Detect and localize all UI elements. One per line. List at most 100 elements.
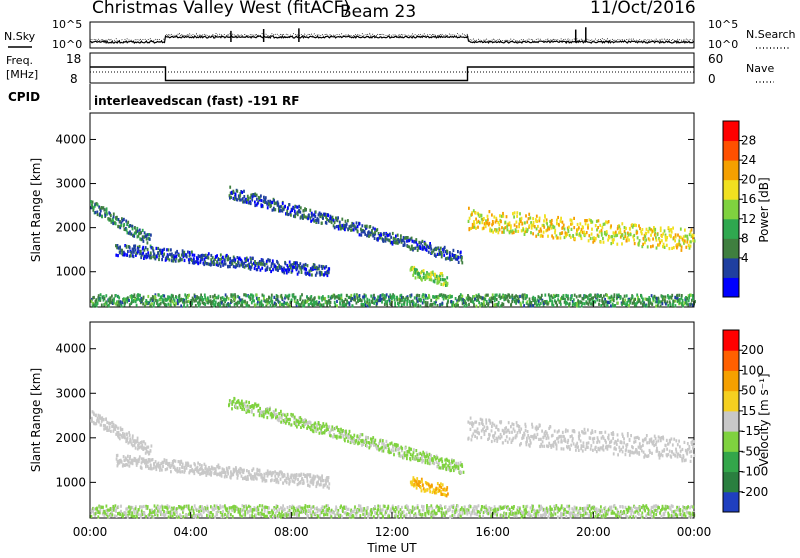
scatter-cell — [97, 515, 99, 518]
scatter-cell — [220, 265, 222, 268]
scatter-cell — [256, 294, 258, 297]
scatter-cell — [216, 261, 218, 264]
scatter-cell — [418, 241, 420, 244]
scatter-cell — [411, 294, 413, 297]
scatter-cell — [461, 261, 463, 264]
scatter-cell — [138, 248, 140, 251]
scatter-cell — [246, 301, 248, 304]
scatter-cell — [414, 296, 416, 299]
scatter-cell — [129, 465, 131, 468]
scatter-cell — [392, 232, 394, 235]
scatter-cell — [492, 222, 494, 225]
scatter-cell — [232, 262, 234, 265]
scatter-cell — [647, 245, 649, 248]
scatter-cell — [145, 299, 147, 302]
scatter-cell — [135, 447, 137, 450]
scatter-cell — [665, 235, 667, 238]
scatter-cell — [519, 295, 521, 298]
scatter-cell — [220, 297, 222, 300]
scatter-cell — [645, 238, 647, 241]
scatter-cell — [603, 448, 605, 451]
scatter-cell — [350, 294, 352, 297]
scatter-cell — [417, 304, 419, 307]
scatter-cell — [336, 225, 338, 228]
scatter-cell — [359, 294, 361, 297]
scatter-cell — [693, 454, 695, 457]
scatter-cell — [216, 254, 218, 257]
scatter-cell — [421, 270, 423, 273]
scatter-cell — [525, 429, 527, 432]
scatter-cell — [163, 510, 165, 513]
scatter-cell — [505, 439, 507, 442]
scatter-cell — [243, 471, 245, 474]
scatter-cell — [471, 438, 473, 441]
scatter-cell — [305, 263, 307, 266]
scatter-cell — [610, 242, 612, 245]
scatter-cell — [686, 240, 688, 243]
scatter-cell — [525, 425, 527, 428]
scatter-cell — [316, 271, 318, 274]
scatter-cell — [440, 482, 442, 485]
scatter-cell — [355, 439, 357, 442]
scatter-cell — [115, 294, 117, 297]
scatter-cell — [313, 480, 315, 483]
scatter-cell — [519, 431, 521, 434]
scatter-cell — [660, 439, 662, 442]
scatter-cell — [580, 439, 582, 442]
scatter-cell — [123, 297, 125, 300]
scatter-cell — [530, 304, 532, 307]
scatter-cell — [305, 268, 307, 271]
scatter-cell — [474, 226, 476, 229]
scatter-cell — [670, 303, 672, 306]
scatter-cell — [258, 404, 260, 407]
scatter-cell — [334, 221, 336, 224]
scatter-cell — [501, 226, 503, 229]
scatter-cell — [259, 469, 261, 472]
scatter-cell — [95, 211, 97, 214]
scatter-cell — [117, 505, 119, 508]
scatter-cell — [357, 230, 359, 233]
scatter-cell — [621, 222, 623, 225]
scatter-cell — [678, 239, 680, 242]
nsky-tick-bottom: 10^0 — [52, 38, 82, 51]
scatter-cell — [251, 198, 253, 201]
scatter-cell — [587, 224, 589, 227]
scatter-cell — [157, 299, 159, 302]
scatter-cell — [589, 298, 591, 301]
scatter-cell — [404, 243, 406, 246]
scatter-cell — [386, 303, 388, 306]
scatter-cell — [106, 213, 108, 216]
scatter-cell — [224, 259, 226, 262]
colorbar-tick-label: 28 — [741, 134, 756, 148]
scatter-cell — [485, 418, 487, 421]
scatter-cell — [635, 224, 637, 227]
scatter-cell — [297, 206, 299, 209]
scatter-cell — [290, 214, 292, 217]
scatter-cell — [271, 265, 273, 268]
scatter-cell — [446, 459, 448, 462]
scatter-cell — [347, 440, 349, 443]
scatter-cell — [273, 471, 275, 474]
scatter-cell — [676, 246, 678, 249]
scatter-cell — [651, 303, 653, 306]
scatter-cell — [415, 276, 417, 279]
scatter-cell — [148, 467, 150, 470]
scatter-cell — [517, 431, 519, 434]
scatter-cell — [386, 300, 388, 303]
scatter-cell — [458, 256, 460, 259]
scatter-cell — [688, 296, 690, 299]
scatter-cell — [664, 229, 666, 232]
scatter-cell — [126, 253, 128, 256]
scatter-cell — [519, 425, 521, 428]
scatter-cell — [115, 510, 117, 513]
scatter-cell — [656, 239, 658, 242]
scatter-cell — [336, 300, 338, 303]
scatter-cell — [395, 235, 397, 238]
scatter-cell — [404, 241, 406, 244]
scatter-cell — [398, 304, 400, 307]
scatter-cell — [219, 258, 221, 261]
scatter-cell — [410, 448, 412, 451]
scatter-cell — [548, 436, 550, 439]
scatter-cell — [241, 304, 243, 307]
scatter-cell — [671, 450, 673, 453]
